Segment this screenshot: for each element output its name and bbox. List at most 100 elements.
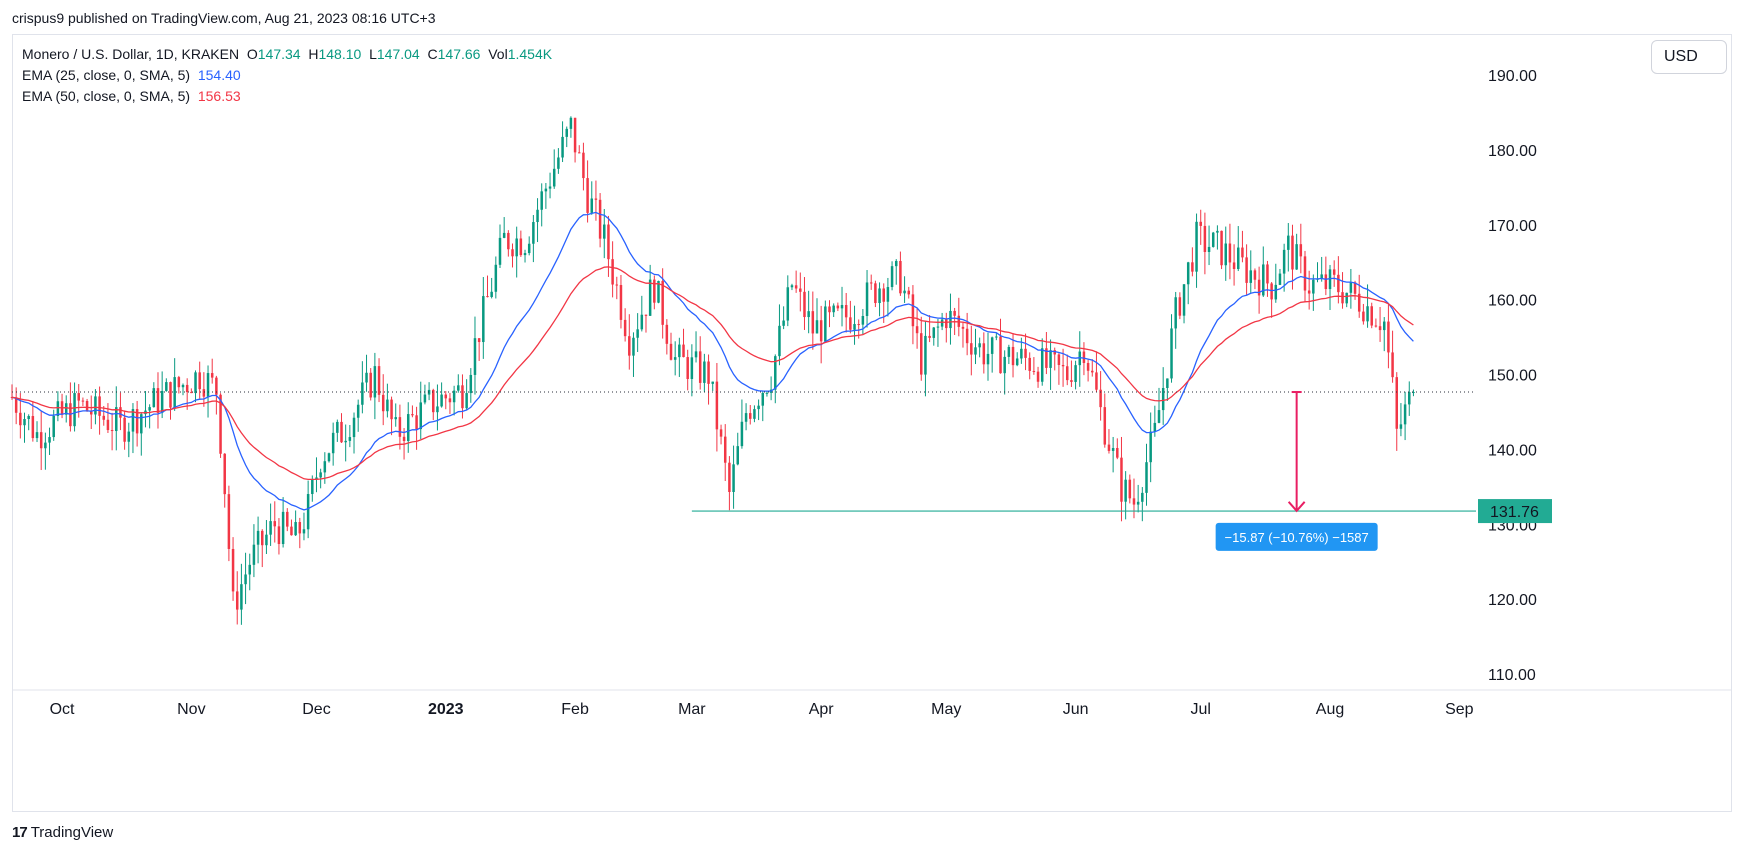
candle-body: [352, 417, 356, 438]
candle-body: [1099, 389, 1102, 408]
candle: [352, 412, 356, 454]
candle-body: [356, 404, 360, 418]
candle-body: [1124, 479, 1127, 502]
candle: [494, 256, 498, 299]
candle-body: [444, 394, 448, 399]
candle: [1149, 412, 1152, 483]
candle-body: [1270, 283, 1273, 300]
candle: [615, 276, 619, 300]
candle: [986, 332, 990, 381]
candle: [1086, 359, 1090, 382]
candle-body: [110, 430, 114, 432]
symbol-name[interactable]: Monero / U.S. Dollar, 1D, KRAKEN: [22, 46, 240, 62]
x-tick-label: Sep: [1445, 701, 1474, 718]
candle: [582, 142, 585, 191]
candle: [1378, 306, 1382, 342]
candle: [1403, 391, 1407, 441]
candle-body: [1253, 270, 1257, 280]
ema25-row[interactable]: EMA (25, close, 0, SMA, 5) 154.40: [22, 65, 552, 86]
candle-body: [436, 406, 439, 413]
low-value: 147.04: [376, 46, 420, 62]
x-tick-label: Mar: [678, 701, 706, 718]
candle: [473, 316, 477, 395]
y-tick-label: 160.00: [1488, 293, 1537, 310]
candle-body: [85, 400, 89, 411]
candle-body: [169, 382, 172, 408]
candle: [1278, 268, 1282, 286]
candle-body: [1274, 284, 1278, 300]
candle-body: [373, 366, 377, 398]
candle: [1395, 372, 1399, 451]
candle: [824, 300, 827, 343]
candle: [1307, 270, 1311, 310]
candle-body: [1111, 448, 1115, 451]
candle: [1120, 436, 1123, 522]
candle-body: [44, 442, 47, 449]
candle: [1003, 350, 1006, 395]
ema50-row[interactable]: EMA (50, close, 0, SMA, 5) 156.53: [22, 86, 552, 107]
candle: [1065, 354, 1069, 386]
candle-body: [386, 399, 389, 412]
candle-body: [1320, 274, 1323, 279]
candle-body: [828, 306, 831, 313]
candle-body: [311, 479, 314, 495]
candle-body: [515, 238, 518, 257]
candle-body: [577, 152, 581, 154]
candle: [644, 314, 648, 333]
candle: [911, 285, 915, 345]
candle-body: [640, 314, 644, 330]
currency-button[interactable]: USD: [1651, 40, 1727, 74]
candle: [294, 510, 297, 536]
candle: [1253, 268, 1257, 290]
candle-body: [273, 521, 277, 527]
candle: [561, 121, 564, 163]
volume-value: 1.454K: [507, 46, 553, 62]
candle-body: [23, 419, 26, 426]
candle: [286, 508, 289, 532]
candle-body: [123, 417, 126, 442]
candle-body: [894, 260, 898, 267]
candle: [819, 305, 823, 364]
candle-body: [331, 432, 335, 454]
candle-body: [1145, 462, 1148, 493]
candle-body: [1303, 256, 1307, 291]
candle-body: [1095, 372, 1098, 390]
candle: [1241, 230, 1244, 263]
candle: [744, 403, 748, 431]
candle: [886, 277, 890, 317]
tradingview-brand[interactable]: 17 TradingView: [12, 824, 113, 841]
candle-body: [223, 453, 226, 495]
candle-body: [115, 407, 118, 432]
candle: [861, 309, 865, 335]
candle: [1216, 225, 1219, 250]
candle-body: [990, 337, 994, 354]
candle: [177, 375, 181, 394]
candle-body: [565, 128, 568, 137]
candle-body: [1061, 364, 1065, 367]
candle: [14, 387, 18, 425]
candle-body: [949, 310, 952, 329]
candle-body: [365, 372, 368, 383]
candle-body: [1007, 346, 1011, 357]
candle-body: [974, 347, 977, 355]
candle: [406, 402, 410, 453]
candle: [482, 277, 485, 359]
candle: [1270, 282, 1273, 318]
candle-body: [477, 338, 481, 343]
candle: [970, 325, 973, 376]
candle-body: [740, 421, 744, 447]
candle: [511, 243, 514, 268]
candle: [1186, 261, 1190, 305]
candle-body: [928, 335, 931, 338]
candle-body: [628, 336, 631, 356]
candle: [565, 126, 568, 148]
candle: [448, 392, 452, 414]
candle-body: [632, 337, 635, 356]
candle-body: [915, 326, 919, 334]
candle: [653, 275, 656, 310]
candle: [874, 280, 877, 308]
candle-body: [1136, 501, 1140, 505]
candle: [1049, 339, 1052, 390]
candle-body: [532, 222, 535, 244]
